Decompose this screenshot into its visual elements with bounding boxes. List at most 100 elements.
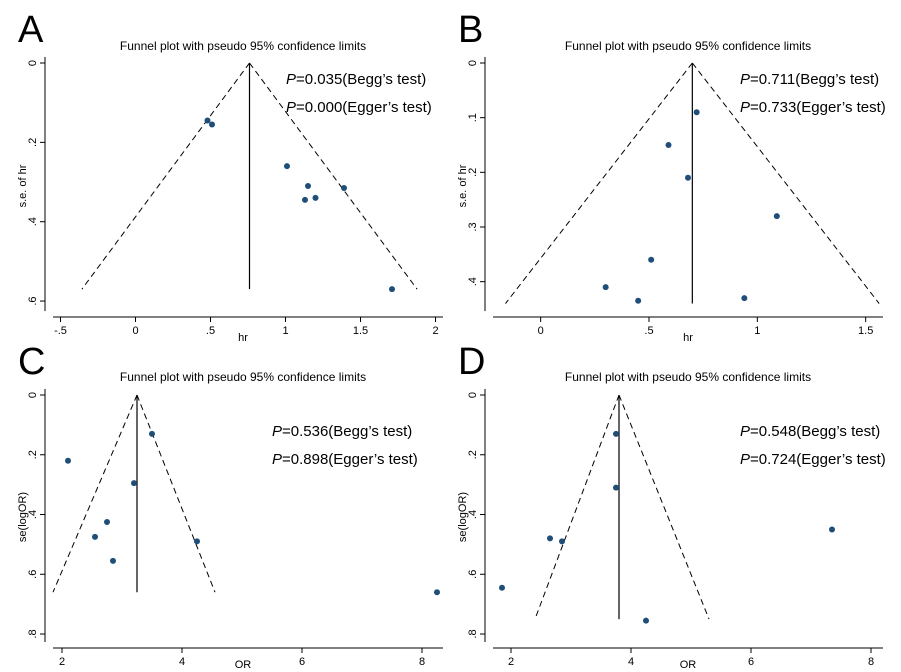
study-point	[302, 196, 308, 203]
chart-title: Funnel plot with pseudo 95% confidence l…	[120, 39, 366, 53]
lower-confidence-limit	[81, 62, 250, 290]
study-point	[613, 430, 619, 437]
lower-confidence-limit	[534, 394, 620, 620]
study-point	[194, 538, 200, 545]
study-point	[284, 163, 290, 170]
study-point	[92, 533, 98, 540]
test-statistic: P=0.711(Begg’s test)	[740, 71, 879, 88]
study-point	[149, 430, 155, 437]
y-tick-label: 0	[27, 60, 39, 66]
study-point	[341, 184, 347, 191]
study-point	[499, 584, 505, 591]
x-tick-label: 2	[432, 325, 438, 337]
lower-confidence-limit	[52, 394, 138, 593]
p-symbol: P	[286, 71, 296, 88]
x-tick-label: 4	[628, 656, 634, 668]
y-axis-label: s.e. of hr	[17, 164, 29, 207]
study-point	[693, 109, 700, 116]
study-point	[635, 297, 642, 304]
p-symbol: P	[740, 451, 750, 468]
x-tick-label: 6	[299, 656, 305, 668]
panel-c: C Funnel plot with pseudo 95% confidence …	[17, 341, 443, 671]
y-axis-label: se(logOR)	[457, 492, 469, 542]
y-tick-label: 0	[467, 60, 479, 66]
y-tick-label: .8	[467, 629, 479, 638]
p-symbol: P	[272, 451, 282, 468]
x-tick-label: 0	[538, 325, 544, 337]
p-symbol: P	[286, 99, 296, 116]
test-statistic: P=0.035(Begg’s test)	[286, 71, 426, 88]
study-point	[665, 142, 672, 148]
p-symbol: P	[740, 71, 750, 88]
y-tick-label: .4	[467, 277, 479, 286]
y-tick-label: .4	[27, 217, 39, 226]
x-tick-label: 1.5	[858, 325, 873, 337]
chart-title: Funnel plot with pseudo 95% confidence l…	[565, 370, 811, 384]
y-tick-label: 0	[467, 392, 479, 398]
upper-confidence-limit	[618, 394, 710, 620]
x-axis-label: hr	[238, 332, 248, 344]
x-tick-label: 6	[748, 656, 754, 668]
panel-letter: A	[18, 9, 44, 51]
x-tick-label: 1	[754, 325, 760, 337]
panel-letter: C	[18, 341, 45, 383]
y-axis-label: s.e. of hr	[457, 164, 469, 207]
y-tick-label: .2	[27, 138, 39, 147]
x-tick-label: .5	[644, 325, 653, 337]
study-point	[131, 480, 137, 487]
test-statistic: P=0.536(Begg’s test)	[272, 423, 412, 440]
x-axis-label: OR	[680, 659, 697, 671]
test-statistic: P=0.000(Egger’s test)	[286, 99, 432, 116]
p-symbol: P	[740, 423, 750, 440]
panel-a: A Funnel plot with pseudo 95% confidence …	[17, 9, 443, 344]
p-value-text: =0.548(Begg’s test)	[750, 423, 880, 440]
x-tick-label: 4	[179, 656, 185, 668]
p-value-text: =0.898(Egger’s test)	[282, 451, 418, 468]
study-point	[110, 557, 116, 564]
upper-confidence-limit	[136, 394, 216, 593]
p-symbol: P	[272, 423, 282, 440]
study-point	[643, 617, 649, 624]
x-axis-label: OR	[235, 659, 252, 671]
y-tick-label: .6	[27, 570, 39, 579]
y-tick-label: .6	[467, 570, 479, 579]
study-point	[305, 183, 311, 189]
study-point	[613, 484, 619, 491]
study-point	[547, 535, 553, 542]
p-value-text: =0.711(Begg’s test)	[750, 71, 879, 88]
y-tick-label: .4	[27, 510, 39, 519]
x-tick-label: 2	[59, 656, 65, 668]
x-tick-label: -.5	[54, 325, 67, 337]
p-value-text: =0.035(Begg’s test)	[296, 71, 426, 88]
chart-title: Funnel plot with pseudo 95% confidence l…	[120, 370, 366, 384]
panel-letter: B	[458, 9, 483, 51]
y-tick-label: .6	[27, 296, 39, 305]
study-point	[65, 457, 71, 464]
y-tick-label: .3	[467, 222, 479, 231]
x-tick-label: 1.5	[353, 325, 368, 337]
y-tick-label: .2	[27, 450, 39, 459]
study-point	[204, 117, 211, 124]
x-tick-label: .5	[206, 325, 215, 337]
x-tick-label: 1	[282, 325, 288, 337]
lower-confidence-limit	[505, 62, 693, 304]
upper-confidence-limit	[691, 62, 880, 304]
study-point	[389, 286, 395, 293]
upper-confidence-limit	[249, 62, 418, 290]
chart-title: Funnel plot with pseudo 95% confidence l…	[565, 39, 811, 53]
y-tick-label: .2	[467, 450, 479, 459]
y-axis-label: se(logOR)	[17, 492, 29, 542]
test-statistic: P=0.733(Egger’s test)	[740, 99, 886, 116]
y-tick-label: .1	[467, 113, 479, 122]
x-tick-label: 8	[419, 656, 425, 668]
p-value-text: =0.733(Egger’s test)	[750, 99, 886, 116]
x-tick-label: 0	[132, 325, 138, 337]
test-statistic: P=0.898(Egger’s test)	[272, 451, 418, 468]
study-point	[773, 213, 780, 220]
x-axis-label: hr	[683, 332, 693, 344]
study-point	[648, 256, 655, 263]
panel-d: D Funnel plot with pseudo 95% confidence …	[457, 341, 886, 671]
study-point	[602, 284, 609, 291]
x-tick-label: 2	[508, 656, 514, 668]
y-tick-label: .8	[27, 629, 39, 638]
